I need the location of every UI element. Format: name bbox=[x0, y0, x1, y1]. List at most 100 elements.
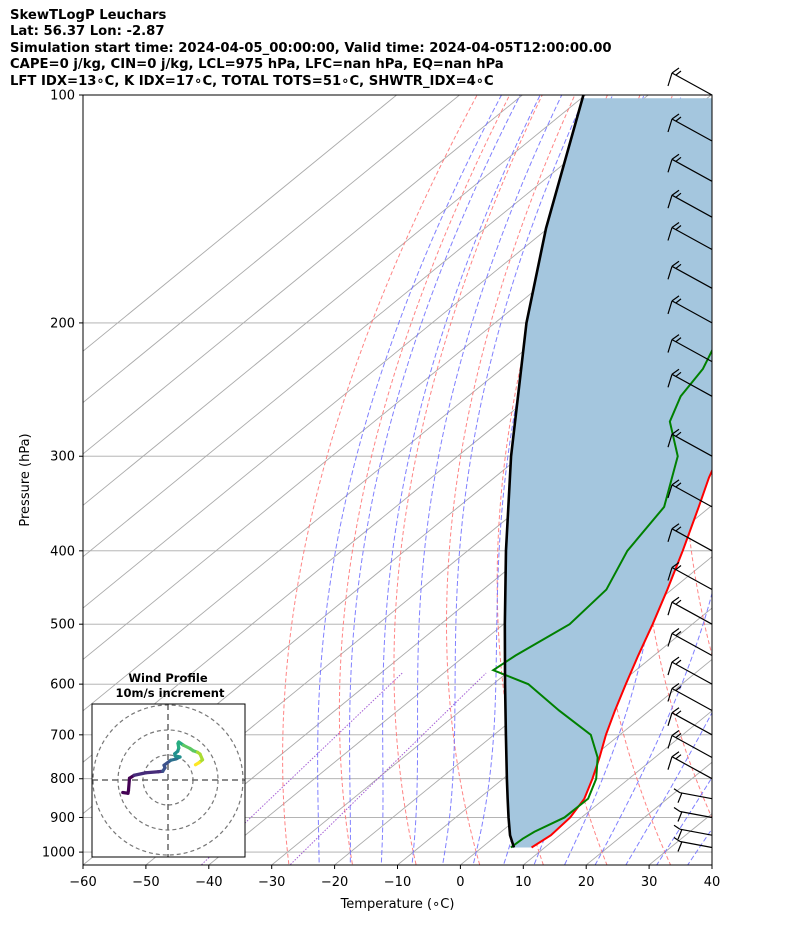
wind-barb-shaft bbox=[671, 523, 713, 552]
wind-barb-shaft bbox=[671, 428, 713, 457]
wind-barb bbox=[673, 788, 713, 803]
wind-barb-flag bbox=[667, 195, 673, 209]
moist-adiabat-line bbox=[317, 95, 503, 865]
isotherm-line bbox=[752, 60, 794, 883]
stability-indices-2: LFT IDX=13∘C, K IDX=17∘C, TOTAL TOTS=51∘… bbox=[10, 73, 494, 89]
wind-barb-shaft bbox=[671, 707, 713, 736]
moist-adiabat-line bbox=[705, 60, 794, 885]
y-axis-ticks: 1000 900 800 700 600 500 400 300 200 100 bbox=[42, 89, 83, 861]
wind-barb-shaft bbox=[671, 683, 713, 712]
wind-barb bbox=[667, 222, 713, 251]
wind-barb-flag bbox=[667, 661, 673, 676]
dewpoint-line bbox=[491, 348, 712, 849]
hodograph-segment bbox=[144, 770, 160, 775]
wind-barb-shaft bbox=[671, 628, 713, 657]
wind-barb-flag bbox=[667, 118, 673, 133]
x-tick-label: 30 bbox=[641, 875, 658, 890]
moist-adiabat-line bbox=[442, 95, 587, 865]
moist-adiabat-line bbox=[594, 591, 712, 865]
wind-barb-flag bbox=[667, 374, 673, 388]
isotherm-line bbox=[459, 658, 712, 865]
wind-barb-shaft bbox=[671, 368, 713, 397]
y-tick-label: 1000 bbox=[42, 846, 75, 861]
wind-barb-flag bbox=[667, 633, 673, 647]
wind-barb-shaft bbox=[673, 837, 713, 852]
wind-barb-shaft bbox=[671, 751, 713, 780]
wind-barb-shaft bbox=[671, 67, 713, 96]
x-tick-label: −50 bbox=[132, 875, 159, 890]
wind-barb-shaft bbox=[673, 807, 713, 822]
wind-barb bbox=[673, 824, 713, 840]
simulation-times: Simulation start time: 2024-04-05_00:00:… bbox=[10, 40, 612, 56]
dry-adiabat-line bbox=[768, 60, 794, 883]
x-axis-ticks: −60 −50 −40 −30 −20 −10 0 10 20 30 40 bbox=[69, 865, 720, 890]
wind-barb-flag bbox=[667, 339, 673, 353]
wind-barb-shaft bbox=[671, 189, 713, 218]
wind-barb-shaft bbox=[671, 596, 713, 625]
y-tick-label: 800 bbox=[50, 772, 75, 787]
wind-barb bbox=[667, 562, 713, 591]
wind-barb-flag bbox=[667, 300, 673, 315]
wind-barb bbox=[667, 683, 713, 712]
mixing-ratio-line bbox=[200, 672, 403, 865]
wind-barb-flag bbox=[667, 484, 673, 499]
hodograph-segment bbox=[126, 776, 132, 792]
wind-barb bbox=[667, 334, 713, 363]
dry-adiabat-line bbox=[446, 95, 576, 865]
inset-frame bbox=[91, 703, 246, 858]
y-tick-label: 300 bbox=[50, 450, 75, 465]
moist-adiabat-line bbox=[349, 95, 521, 865]
wind-barb bbox=[667, 596, 713, 625]
wind-barb-flag bbox=[667, 434, 673, 448]
hodograph-inset: Wind Profile 10m/s increment bbox=[91, 671, 246, 858]
wind-barb-flag bbox=[667, 688, 673, 702]
y-tick-label: 200 bbox=[50, 316, 75, 331]
wind-barb bbox=[667, 656, 713, 685]
wind-barb-flag bbox=[667, 712, 673, 726]
dry-adiabat-line bbox=[726, 60, 794, 883]
dry-adiabat-line bbox=[282, 95, 478, 865]
inset-subtitle: 10m/s increment bbox=[116, 686, 225, 700]
moist-adiabat-line bbox=[411, 95, 563, 865]
parcel-path-line bbox=[503, 95, 585, 848]
moist-adiabat-line bbox=[625, 711, 712, 865]
y-tick-label: 600 bbox=[50, 678, 75, 693]
hodograph-segment bbox=[193, 760, 201, 767]
wind-barb bbox=[667, 628, 713, 657]
wind-barb-flag bbox=[667, 528, 673, 542]
y-tick-label: 400 bbox=[50, 544, 75, 559]
wind-barb bbox=[667, 707, 713, 736]
wind-barb bbox=[673, 807, 713, 822]
isotherm-line bbox=[83, 95, 587, 506]
wind-barb-shaft bbox=[671, 562, 713, 591]
wind-barb-shaft bbox=[671, 656, 713, 685]
x-tick-label: 40 bbox=[704, 875, 721, 890]
x-tick-label: −20 bbox=[321, 875, 348, 890]
dry-adiabat-line bbox=[638, 95, 712, 820]
moist-adiabat-line bbox=[563, 142, 712, 865]
x-tick-label: −10 bbox=[384, 875, 411, 890]
dry-adiabat-line bbox=[393, 95, 543, 865]
y-tick-label: 500 bbox=[50, 618, 75, 633]
wind-barb bbox=[667, 479, 713, 508]
wind-barb-flag bbox=[667, 602, 673, 616]
wind-barb-shaft bbox=[671, 113, 713, 142]
wind-barb bbox=[667, 428, 713, 457]
mixing-ratio-line bbox=[289, 672, 487, 865]
wind-barb bbox=[667, 730, 713, 759]
wind-barb bbox=[673, 837, 713, 852]
wind-barb bbox=[667, 67, 713, 96]
isotherm-line bbox=[83, 95, 524, 455]
hodograph-segment bbox=[132, 771, 148, 777]
hodograph-rings bbox=[92, 704, 245, 857]
wind-barb-shaft bbox=[673, 824, 713, 840]
isotherm-line bbox=[83, 95, 649, 558]
isotherm-line bbox=[83, 95, 461, 404]
wind-barb-shaft bbox=[673, 788, 713, 803]
inset-title: Wind Profile bbox=[128, 671, 208, 685]
temperature-line bbox=[531, 468, 712, 849]
chart-title: SkewTLogP Leuchars bbox=[10, 8, 167, 23]
wind-barb bbox=[667, 113, 713, 142]
chart-header: SkewTLogP Leuchars Lat: 56.37 Lon: -2.87… bbox=[10, 8, 790, 90]
